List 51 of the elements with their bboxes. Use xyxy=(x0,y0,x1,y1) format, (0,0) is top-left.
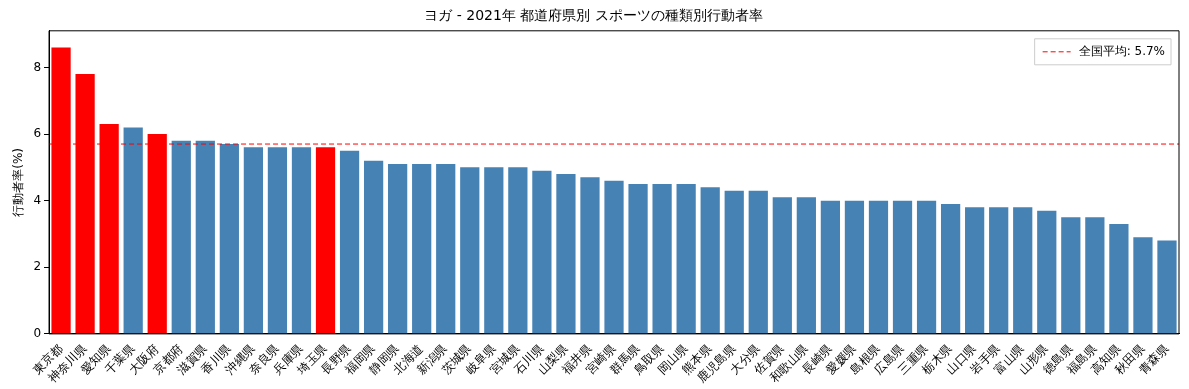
bar xyxy=(1037,210,1057,334)
bar xyxy=(219,144,239,334)
bar xyxy=(1157,240,1177,334)
bar xyxy=(1013,207,1033,334)
bar xyxy=(748,190,768,334)
bar xyxy=(1085,217,1105,334)
y-tick-label: 2 xyxy=(33,259,42,274)
y-tick-label: 0 xyxy=(33,326,42,340)
bar xyxy=(460,167,480,334)
bar xyxy=(1133,237,1153,334)
bar xyxy=(652,184,672,334)
bar xyxy=(436,164,456,334)
bar xyxy=(171,140,191,334)
bar xyxy=(868,200,889,334)
bar xyxy=(291,147,312,334)
bar xyxy=(339,150,360,334)
bar xyxy=(484,167,504,334)
bar xyxy=(772,197,792,334)
bar xyxy=(267,147,288,334)
bar xyxy=(363,160,384,334)
bar xyxy=(724,190,744,334)
legend-label: 全国平均: 5.7% xyxy=(1078,43,1165,58)
bar xyxy=(940,203,961,334)
bar xyxy=(844,200,865,334)
bar xyxy=(508,167,528,334)
bar xyxy=(604,180,624,334)
bar xyxy=(195,140,215,334)
bar xyxy=(315,147,336,334)
chart-title: ヨガ - 2021年 都道府県別 スポーツの種類別行動者率 xyxy=(424,7,763,24)
y-axis-title: 行動者率(%) xyxy=(11,147,26,217)
bar xyxy=(412,164,432,334)
bar xyxy=(820,200,841,334)
y-tick-label: 6 xyxy=(33,126,42,141)
bar xyxy=(1109,223,1129,334)
bar xyxy=(532,170,552,334)
bar xyxy=(965,207,985,334)
bar xyxy=(580,177,600,334)
y-tick-label: 8 xyxy=(33,59,42,74)
bar xyxy=(243,147,264,334)
bar xyxy=(388,164,408,334)
bar xyxy=(989,207,1009,334)
bar xyxy=(676,184,696,334)
bar xyxy=(892,200,913,334)
bar xyxy=(1061,217,1081,334)
bar xyxy=(556,174,576,334)
y-tick-label: 4 xyxy=(33,192,42,207)
bar xyxy=(628,184,648,334)
bar xyxy=(700,187,720,334)
bar xyxy=(123,127,143,334)
bar xyxy=(796,197,816,334)
bar xyxy=(916,200,937,334)
